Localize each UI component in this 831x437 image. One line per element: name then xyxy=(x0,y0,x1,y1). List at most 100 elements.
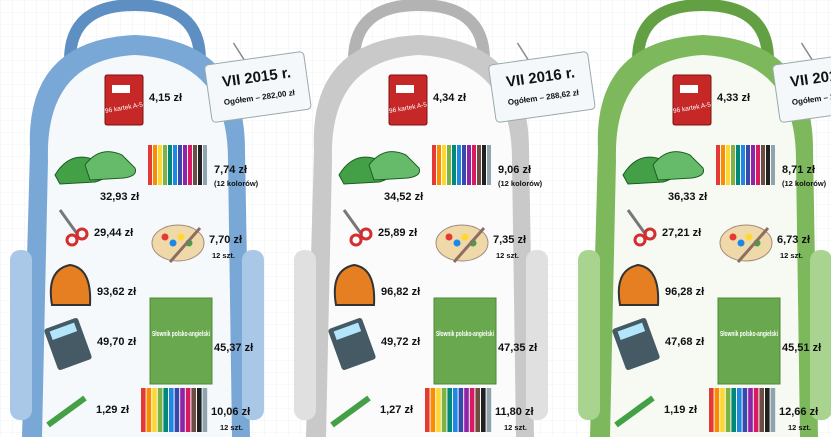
marker-icon xyxy=(163,145,167,185)
notebook-icon xyxy=(673,75,711,125)
crayon-icon xyxy=(191,388,196,432)
marker-icon xyxy=(487,145,491,185)
crayon-icon xyxy=(731,388,736,432)
markers-price: 9,06 zł xyxy=(498,164,531,176)
marker-icon xyxy=(447,145,451,185)
marker-icon xyxy=(203,145,207,185)
crayon-icon xyxy=(481,388,486,432)
marker-icon xyxy=(178,145,182,185)
page: {"panels": [ {"tag_title": "VII 2015 r."… xyxy=(0,0,831,437)
marker-icon xyxy=(437,145,441,185)
crayons-note: 12 szt. xyxy=(788,423,811,432)
paints-price: 7,35 zł xyxy=(493,234,526,246)
markers-note: (12 kolorów) xyxy=(214,179,259,188)
dictionary-icon xyxy=(434,298,496,384)
backpack-side xyxy=(242,250,264,420)
paint-dot xyxy=(446,234,453,241)
pencil-price: 1,19 zł xyxy=(664,404,697,416)
backpack-side xyxy=(10,250,32,420)
paint-dot xyxy=(170,240,177,247)
markers-note: (12 kolorów) xyxy=(782,179,827,188)
marker-icon xyxy=(761,145,765,185)
dictionary-label: Słownik polsko-angielski xyxy=(436,331,494,338)
crayon-icon xyxy=(169,388,174,432)
backpack-price: 96,82 zł xyxy=(381,286,420,298)
marker-icon xyxy=(472,145,476,185)
dictionary-label: Słownik polsko-angielski xyxy=(720,331,778,338)
paint-dot xyxy=(730,234,737,241)
crayon-icon xyxy=(158,388,163,432)
pencil-price: 1,29 zł xyxy=(96,404,129,416)
crayon-icon xyxy=(765,388,770,432)
crayon-icon xyxy=(436,388,441,432)
marker-icon xyxy=(452,145,456,185)
marker-icon xyxy=(462,145,466,185)
paint-dot xyxy=(162,234,169,241)
crayons-price: 10,06 zł xyxy=(211,406,250,418)
notebook-price: 4,34 zł xyxy=(433,92,466,104)
crayons-price: 11,80 zł xyxy=(495,406,534,418)
notebook-icon xyxy=(389,75,427,125)
marker-icon xyxy=(158,145,162,185)
marker-icon xyxy=(153,145,157,185)
dictionary-price: 45,51 zł xyxy=(782,342,821,354)
dictionary-icon xyxy=(150,298,212,384)
crayon-icon xyxy=(147,388,152,432)
crayon-icon xyxy=(715,388,720,432)
paints-note: 12 szt. xyxy=(496,251,519,260)
scissors-price: 25,89 zł xyxy=(378,227,417,239)
crayon-icon xyxy=(487,388,492,432)
crayon-icon xyxy=(442,388,447,432)
notebook-price: 4,33 zł xyxy=(717,92,750,104)
marker-icon xyxy=(726,145,730,185)
paint-dot xyxy=(178,234,185,241)
marker-icon xyxy=(193,145,197,185)
crayons-note: 12 szt. xyxy=(220,423,243,432)
crayon-icon xyxy=(175,388,180,432)
crayon-icon xyxy=(759,388,764,432)
shoes-price: 34,52 zł xyxy=(384,191,423,203)
marker-icon xyxy=(183,145,187,185)
crayon-icon xyxy=(186,388,191,432)
crayon-icon xyxy=(425,388,430,432)
crayon-icon xyxy=(180,388,185,432)
shoes-price: 36,33 zł xyxy=(668,191,707,203)
marker-icon xyxy=(741,145,745,185)
crayon-icon xyxy=(748,388,753,432)
dictionary-icon xyxy=(718,298,780,384)
crayons-note: 12 szt. xyxy=(504,423,527,432)
marker-icon xyxy=(457,145,461,185)
notebook-icon xyxy=(105,75,143,125)
crayon-icon xyxy=(726,388,731,432)
crayon-icon xyxy=(459,388,464,432)
crayon-icon xyxy=(720,388,725,432)
marker-icon xyxy=(482,145,486,185)
crayon-icon xyxy=(141,388,146,432)
backpack-side xyxy=(810,250,831,420)
marker-icon xyxy=(736,145,740,185)
marker-icon xyxy=(756,145,760,185)
markers-note: (12 kolorów) xyxy=(498,179,543,188)
marker-icon xyxy=(751,145,755,185)
marker-icon xyxy=(432,145,436,185)
marker-icon xyxy=(188,145,192,185)
marker-icon xyxy=(198,145,202,185)
paint-dot xyxy=(462,234,469,241)
calculator-price: 49,72 zł xyxy=(381,336,420,348)
crayons-price: 12,66 zł xyxy=(779,406,818,418)
backpack-price: 93,62 zł xyxy=(97,286,136,298)
crayon-icon xyxy=(453,388,458,432)
marker-icon xyxy=(467,145,471,185)
pencil-price: 1,27 zł xyxy=(380,404,413,416)
dictionary-label: Słownik polsko-angielski xyxy=(152,331,210,338)
marker-icon xyxy=(721,145,725,185)
marker-icon xyxy=(716,145,720,185)
calculator-price: 47,68 zł xyxy=(665,336,704,348)
crayon-icon xyxy=(431,388,436,432)
crayon-icon xyxy=(464,388,469,432)
crayon-icon xyxy=(447,388,452,432)
backpack-side xyxy=(526,250,548,420)
crayon-icon xyxy=(470,388,475,432)
backpack-price: 96,28 zł xyxy=(665,286,704,298)
paints-note: 12 szt. xyxy=(780,251,803,260)
